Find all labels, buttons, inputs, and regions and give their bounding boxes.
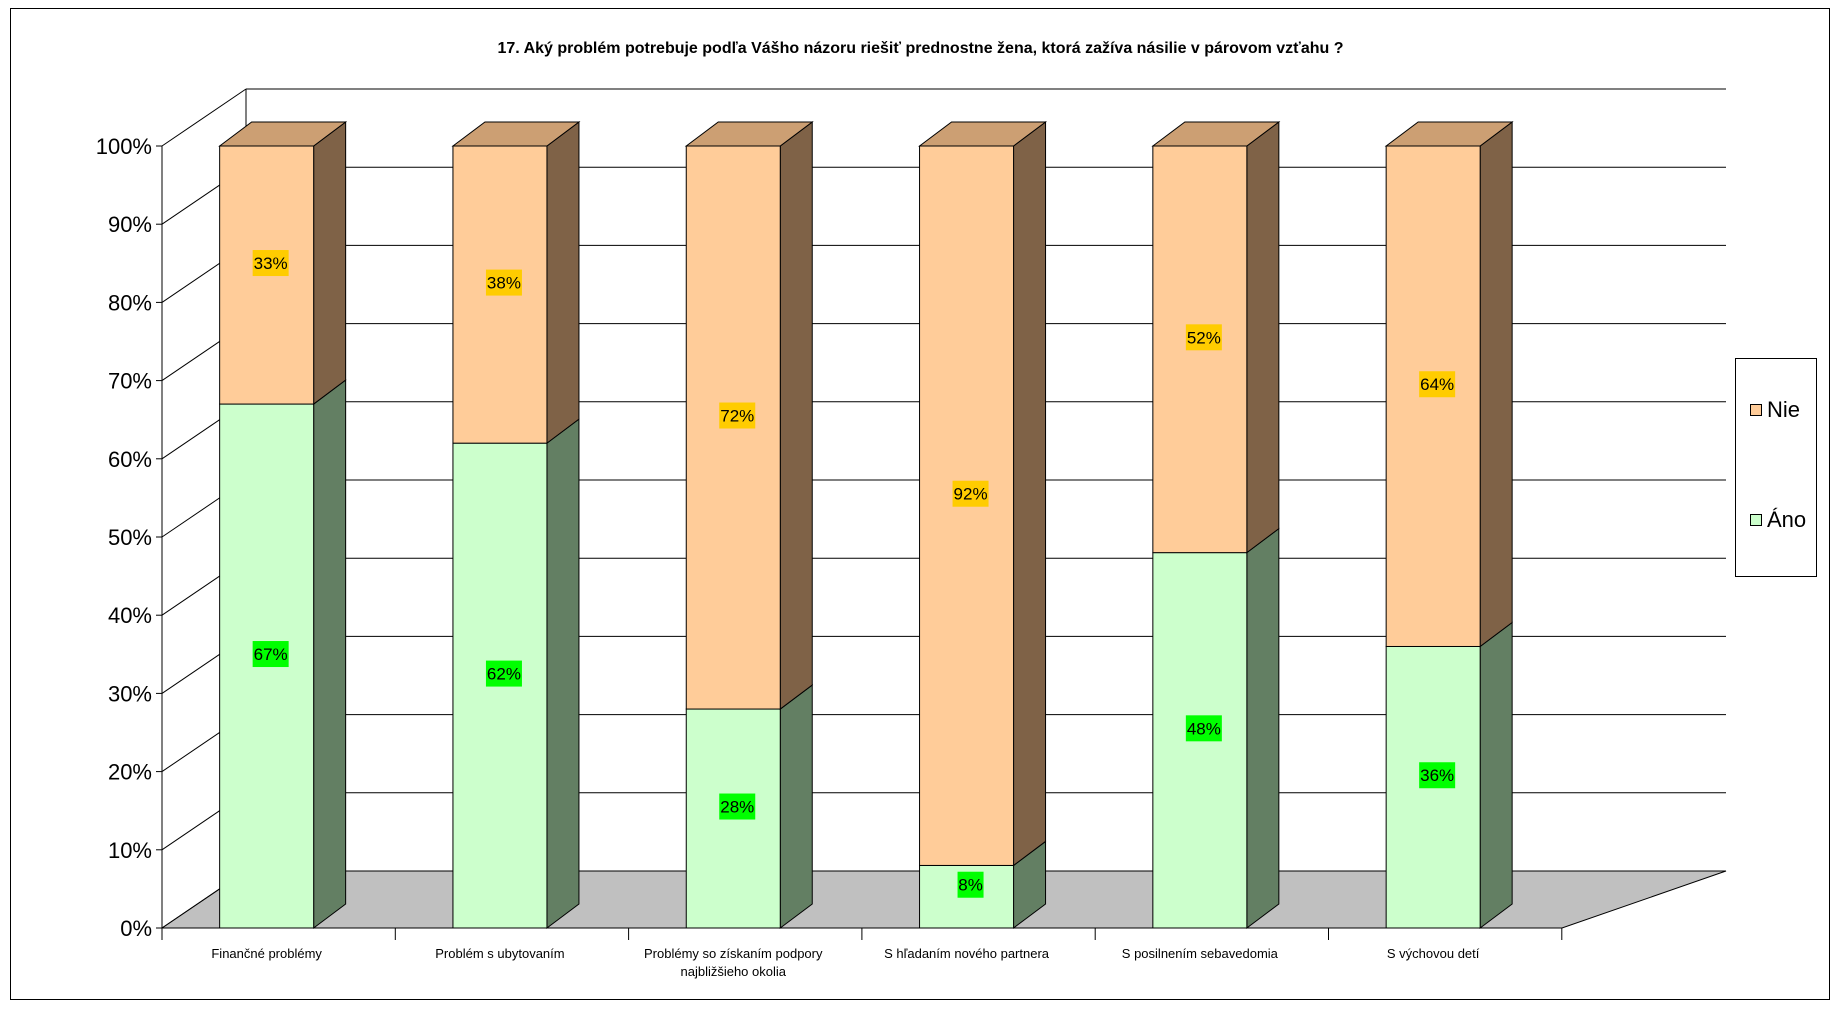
x-tick-label: S hľadaním nového partnera bbox=[884, 946, 1050, 961]
bar-top bbox=[451, 121, 581, 147]
y-tick-label: 90% bbox=[108, 212, 152, 237]
bar-top bbox=[684, 121, 814, 147]
bar-side bbox=[546, 121, 580, 445]
data-label: 64% bbox=[1420, 375, 1454, 394]
bar-top bbox=[1384, 121, 1514, 147]
data-label-bg bbox=[485, 269, 522, 296]
bar-side bbox=[546, 418, 580, 929]
legend: Nie Áno bbox=[1735, 358, 1817, 577]
bar-side bbox=[779, 684, 813, 929]
x-tick-label: Problémy so získaním podpory bbox=[644, 946, 823, 961]
y-tick-label: 10% bbox=[108, 838, 152, 863]
y-tick-label: 70% bbox=[108, 369, 152, 394]
x-tick-label: S posilnením sebavedomia bbox=[1122, 946, 1279, 961]
data-label-bg bbox=[1185, 715, 1222, 742]
bar-side bbox=[779, 121, 813, 711]
legend-label-ano: Áno bbox=[1767, 507, 1807, 532]
data-label-bg bbox=[957, 871, 984, 898]
data-label-bg bbox=[1185, 324, 1222, 351]
bar-side bbox=[1013, 121, 1047, 867]
data-label-bg bbox=[1419, 371, 1456, 398]
bar-side bbox=[313, 379, 347, 929]
data-label-bg bbox=[1419, 762, 1456, 789]
bar-side bbox=[1479, 621, 1513, 929]
legend-item-nie: Nie bbox=[1750, 397, 1800, 423]
x-tick-label: Problém s ubytovaním bbox=[435, 946, 564, 961]
data-label: 8% bbox=[958, 876, 983, 895]
data-label: 33% bbox=[254, 254, 288, 273]
data-label-bg bbox=[252, 250, 289, 277]
chart-title: 17. Aký problém potrebuje podľa Vášho ná… bbox=[497, 40, 1344, 57]
y-tick-label: 100% bbox=[96, 134, 152, 159]
data-label: 48% bbox=[1187, 719, 1221, 738]
bar-top bbox=[918, 121, 1048, 147]
data-label-bg bbox=[485, 660, 522, 687]
x-tick-label: Finančné problémy bbox=[211, 946, 322, 961]
data-label: 52% bbox=[1187, 328, 1221, 347]
legend-item-ano: Áno bbox=[1750, 507, 1806, 533]
side-gridline bbox=[161, 88, 247, 147]
x-tick-label: najbližšieho okolia bbox=[680, 964, 786, 979]
x-tick-label: S výchovou detí bbox=[1387, 946, 1480, 961]
bar-side bbox=[1246, 527, 1280, 929]
y-tick-label: 60% bbox=[108, 447, 152, 472]
data-label: 92% bbox=[954, 485, 988, 504]
data-label: 62% bbox=[487, 665, 521, 684]
data-label: 38% bbox=[487, 274, 521, 293]
data-label-bg bbox=[252, 641, 289, 668]
data-label: 72% bbox=[720, 407, 754, 426]
data-label-bg bbox=[952, 480, 989, 507]
bar-top bbox=[218, 121, 348, 147]
data-label: 28% bbox=[720, 798, 754, 817]
y-tick-label: 80% bbox=[108, 290, 152, 315]
data-label-bg bbox=[719, 793, 756, 820]
y-tick-label: 0% bbox=[120, 916, 152, 941]
bar-top bbox=[1151, 121, 1281, 147]
data-label: 36% bbox=[1420, 766, 1454, 785]
bar-side bbox=[1479, 121, 1513, 648]
bar-side bbox=[1246, 121, 1280, 554]
y-tick-label: 40% bbox=[108, 603, 152, 628]
legend-swatch-ano bbox=[1750, 514, 1762, 526]
data-label-bg bbox=[719, 402, 756, 429]
legend-swatch-nie bbox=[1750, 404, 1762, 416]
y-tick-label: 50% bbox=[108, 525, 152, 550]
legend-label-nie: Nie bbox=[1767, 397, 1801, 422]
data-label: 67% bbox=[254, 645, 288, 664]
bar-side bbox=[313, 121, 347, 406]
y-tick-label: 30% bbox=[108, 681, 152, 706]
y-tick-label: 20% bbox=[108, 760, 152, 785]
